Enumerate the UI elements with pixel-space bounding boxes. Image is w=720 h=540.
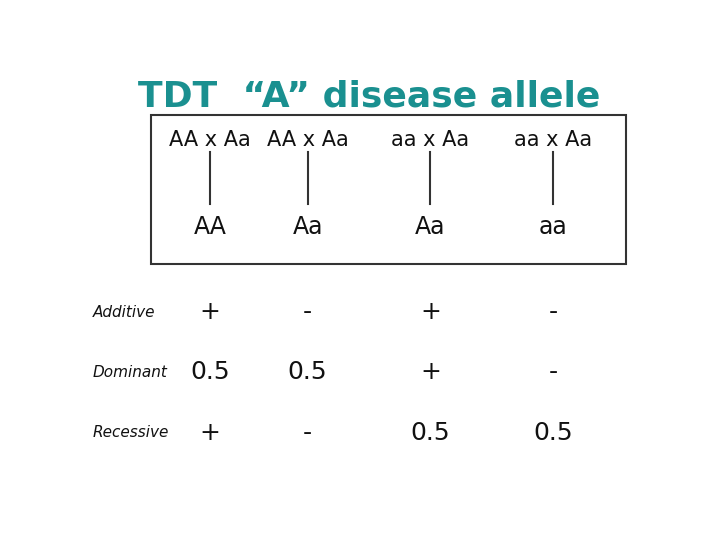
Text: TDT  “A” disease allele: TDT “A” disease allele <box>138 79 600 113</box>
Text: Additive: Additive <box>93 305 156 320</box>
Text: -: - <box>549 361 558 384</box>
Text: AA: AA <box>194 215 226 239</box>
Text: 0.5: 0.5 <box>288 361 328 384</box>
Text: AA x Aa: AA x Aa <box>169 130 251 150</box>
Text: 0.5: 0.5 <box>190 361 230 384</box>
Text: -: - <box>303 300 312 324</box>
Text: +: + <box>420 300 441 324</box>
Text: AA x Aa: AA x Aa <box>266 130 348 150</box>
Text: Aa: Aa <box>415 215 446 239</box>
Text: Aa: Aa <box>292 215 323 239</box>
Text: aa x Aa: aa x Aa <box>514 130 593 150</box>
Text: -: - <box>549 300 558 324</box>
Text: 0.5: 0.5 <box>534 421 573 445</box>
Text: aa: aa <box>539 215 567 239</box>
Text: -: - <box>303 421 312 445</box>
Text: Recessive: Recessive <box>93 426 169 440</box>
Text: +: + <box>199 300 220 324</box>
Text: +: + <box>420 361 441 384</box>
Text: Dominant: Dominant <box>93 365 168 380</box>
Text: aa x Aa: aa x Aa <box>391 130 469 150</box>
Text: 0.5: 0.5 <box>410 421 450 445</box>
Text: +: + <box>199 421 220 445</box>
